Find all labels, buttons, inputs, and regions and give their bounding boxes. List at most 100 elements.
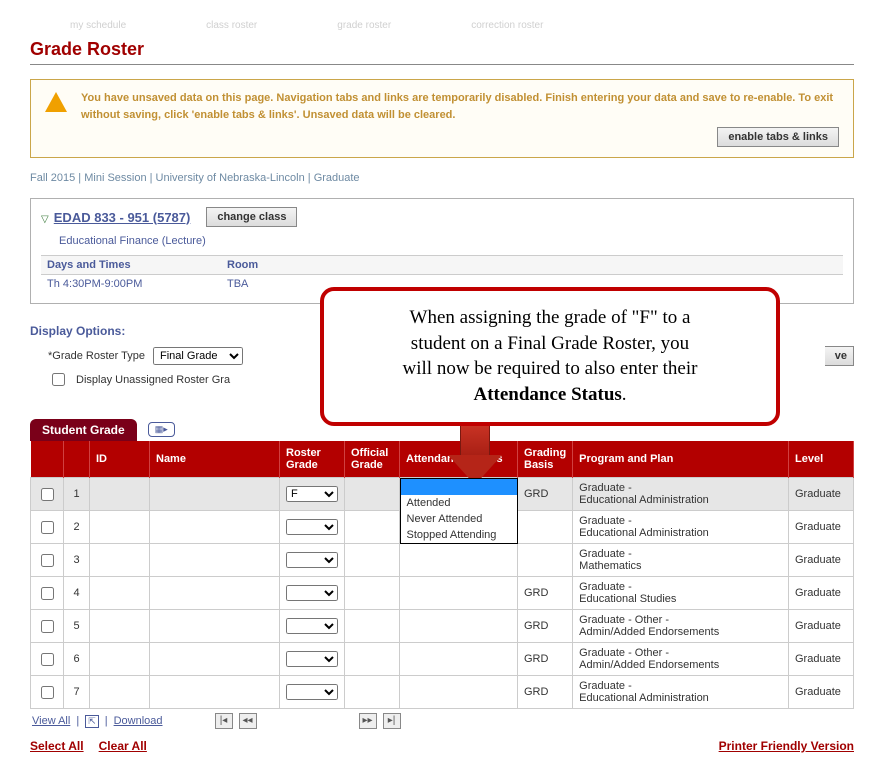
page-title: Grade Roster xyxy=(30,39,854,60)
cell-id xyxy=(90,676,150,709)
cell-basis: GRD xyxy=(518,610,573,643)
cell-roster-grade: F xyxy=(280,478,345,511)
select-all-link[interactable]: Select All xyxy=(30,739,84,753)
col-rownum xyxy=(64,441,90,478)
cell-id xyxy=(90,544,150,577)
grade-roster-type-label: *Grade Roster Type xyxy=(48,350,145,362)
attendance-selected-blank[interactable] xyxy=(401,479,517,495)
class-link[interactable]: EDAD 833 - 951 (5787) xyxy=(54,210,191,225)
row-checkbox[interactable] xyxy=(41,653,54,666)
attendance-option-never[interactable]: Never Attended xyxy=(401,511,517,527)
cell-id xyxy=(90,643,150,676)
col-id: ID xyxy=(90,441,150,478)
col-checkbox xyxy=(31,441,64,478)
row-checkbox[interactable] xyxy=(41,686,54,699)
cell-roster-grade xyxy=(280,643,345,676)
divider xyxy=(30,64,854,65)
cell-official-grade xyxy=(345,478,400,511)
cell-program: Graduate - Educational Administration xyxy=(573,676,789,709)
cell-attendance xyxy=(400,643,518,676)
table-row: 7GRDGraduate - Educational Administratio… xyxy=(31,676,854,709)
grade-roster-type-select[interactable]: Final Grade xyxy=(153,347,243,365)
row-checkbox[interactable] xyxy=(41,554,54,567)
row-checkbox[interactable] xyxy=(41,620,54,633)
cell-level: Graduate xyxy=(789,478,854,511)
cell-level: Graduate xyxy=(789,610,854,643)
pager-next-icon[interactable]: ▸▸ xyxy=(359,713,377,729)
cell-id xyxy=(90,478,150,511)
col-basis: Grading Basis xyxy=(518,441,573,478)
roster-grade-select[interactable] xyxy=(286,684,338,700)
cell-level: Graduate xyxy=(789,511,854,544)
printer-friendly-link[interactable]: Printer Friendly Version xyxy=(719,739,854,753)
col-program: Program and Plan xyxy=(573,441,789,478)
pager-last-icon[interactable]: ▸| xyxy=(383,713,401,729)
col-level: Level xyxy=(789,441,854,478)
cell-official-grade xyxy=(345,610,400,643)
roster-grade-select[interactable] xyxy=(286,519,338,535)
cell-attendance xyxy=(400,577,518,610)
cell-program: Graduate - Other - Admin/Added Endorseme… xyxy=(573,643,789,676)
save-button-truncated[interactable]: ve xyxy=(825,346,854,366)
roster-grade-select[interactable] xyxy=(286,651,338,667)
row-checkbox[interactable] xyxy=(41,521,54,534)
cell-level: Graduate xyxy=(789,544,854,577)
pager-prev-icon[interactable]: ◂◂ xyxy=(239,713,257,729)
cell-id xyxy=(90,511,150,544)
attendance-option-stopped[interactable]: Stopped Attending xyxy=(401,527,517,543)
roster-grade-select[interactable] xyxy=(286,618,338,634)
cell-name xyxy=(150,643,280,676)
cell-level: Graduate xyxy=(789,577,854,610)
row-number: 3 xyxy=(64,544,90,577)
roster-grade-select[interactable]: F xyxy=(286,486,338,502)
col-roster-grade: Roster Grade xyxy=(280,441,345,478)
context-breadcrumb: Fall 2015 | Mini Session | University of… xyxy=(30,172,854,184)
cell-id xyxy=(90,610,150,643)
cell-program: Graduate - Educational Administration xyxy=(573,511,789,544)
pager-first-icon[interactable]: |◂ xyxy=(215,713,233,729)
class-description: Educational Finance (Lecture) xyxy=(59,235,843,247)
cell-attendance xyxy=(400,610,518,643)
grid-view-icon[interactable]: ▦▸ xyxy=(148,422,175,437)
cell-name xyxy=(150,610,280,643)
cell-basis: GRD xyxy=(518,676,573,709)
enable-tabs-links-button[interactable]: enable tabs & links xyxy=(717,127,839,147)
row-number: 1 xyxy=(64,478,90,511)
cell-level: Graduate xyxy=(789,643,854,676)
table-row: 3Graduate - MathematicsGraduate xyxy=(31,544,854,577)
row-checkbox[interactable] xyxy=(41,587,54,600)
row-number: 4 xyxy=(64,577,90,610)
roster-grade-select[interactable] xyxy=(286,585,338,601)
col-room: Room xyxy=(221,256,843,275)
row-number: 2 xyxy=(64,511,90,544)
row-number: 6 xyxy=(64,643,90,676)
row-checkbox[interactable] xyxy=(41,488,54,501)
cell-roster-grade xyxy=(280,610,345,643)
roster-section: When assigning the grade of "F" to a stu… xyxy=(30,419,854,753)
download-link[interactable]: Download xyxy=(114,715,163,727)
cell-official-grade xyxy=(345,511,400,544)
cell-basis: GRD xyxy=(518,577,573,610)
student-grade-tab[interactable]: Student Grade xyxy=(30,419,137,441)
collapse-toggle-icon[interactable]: ▽ xyxy=(41,214,49,225)
table-row: 5GRDGraduate - Other - Admin/Added Endor… xyxy=(31,610,854,643)
view-all-link[interactable]: View All xyxy=(32,715,70,727)
cell-program: Graduate - Educational Studies xyxy=(573,577,789,610)
attendance-option-attended[interactable]: Attended xyxy=(401,495,517,511)
display-unassigned-checkbox[interactable] xyxy=(52,373,65,386)
cell-official-grade xyxy=(345,577,400,610)
tab-class-roster: class roster xyxy=(206,20,257,31)
attendance-dropdown-open[interactable]: Attended Never Attended Stopped Attendin… xyxy=(400,478,518,544)
days-times-value: Th 4:30PM-9:00PM xyxy=(41,275,221,294)
change-class-button[interactable]: change class xyxy=(206,207,297,227)
cell-name xyxy=(150,478,280,511)
cell-attendance xyxy=(400,676,518,709)
cell-basis: GRD xyxy=(518,478,573,511)
tab-correction-roster: correction roster xyxy=(471,20,543,31)
clear-all-link[interactable]: Clear All xyxy=(99,739,147,753)
cell-id xyxy=(90,577,150,610)
tab-my-schedule: my schedule xyxy=(70,20,126,31)
roster-grade-select[interactable] xyxy=(286,552,338,568)
export-icon[interactable]: ⇱ xyxy=(85,715,99,728)
cell-attendance xyxy=(400,544,518,577)
